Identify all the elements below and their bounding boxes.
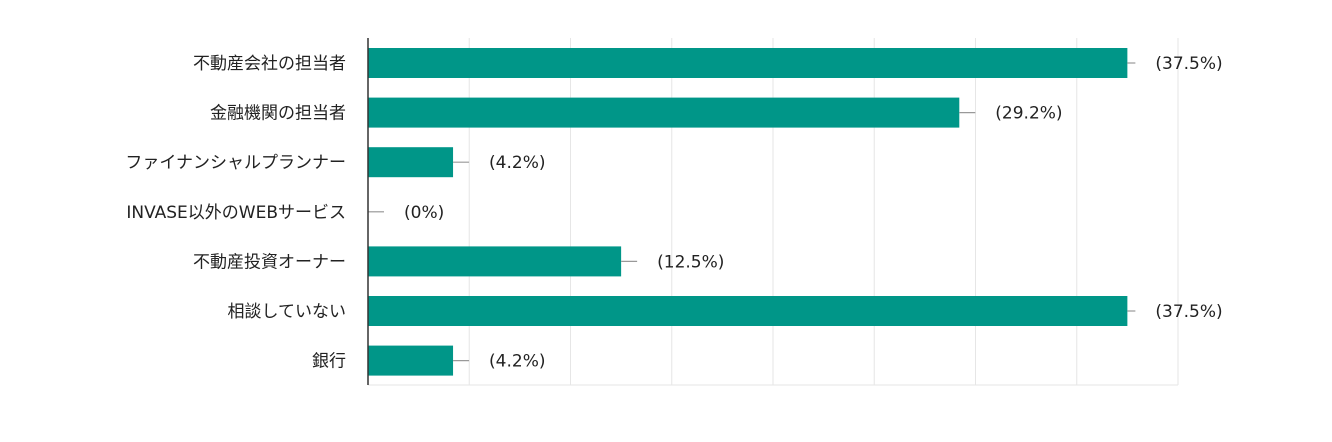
bar bbox=[368, 48, 1128, 78]
bar bbox=[368, 296, 1128, 326]
bar bbox=[368, 97, 960, 128]
category-label: 銀行 bbox=[312, 352, 346, 372]
data-label: (37.5%) bbox=[1155, 54, 1222, 74]
bars-layer bbox=[368, 48, 1136, 376]
data-label: (4.2%) bbox=[489, 153, 545, 173]
category-label: 相談していない bbox=[228, 302, 347, 322]
bar bbox=[368, 246, 622, 277]
grid-layer bbox=[368, 38, 1179, 386]
bar bbox=[368, 345, 454, 376]
category-label: 不動産投資オーナー bbox=[193, 252, 346, 272]
category-label: ファイナンシャルプランナー bbox=[125, 153, 346, 173]
bar bbox=[368, 147, 454, 178]
labels-layer: 不動産会社の担当者 (37.5%) 金融機関の担当者 (29.2%) ファイナンシャルプ… bbox=[125, 54, 1222, 372]
data-label: (37.5%) bbox=[1155, 302, 1222, 322]
data-label: (4.2%) bbox=[489, 352, 545, 372]
data-label: (0%) bbox=[404, 203, 444, 223]
category-label: 金融機関の担当者 bbox=[210, 104, 346, 124]
category-label: INVASE以外のWEBサービス bbox=[126, 203, 346, 223]
data-label: (12.5%) bbox=[657, 252, 724, 272]
category-label: 不動産会社の担当者 bbox=[193, 54, 346, 74]
data-label: (29.2%) bbox=[995, 104, 1062, 124]
